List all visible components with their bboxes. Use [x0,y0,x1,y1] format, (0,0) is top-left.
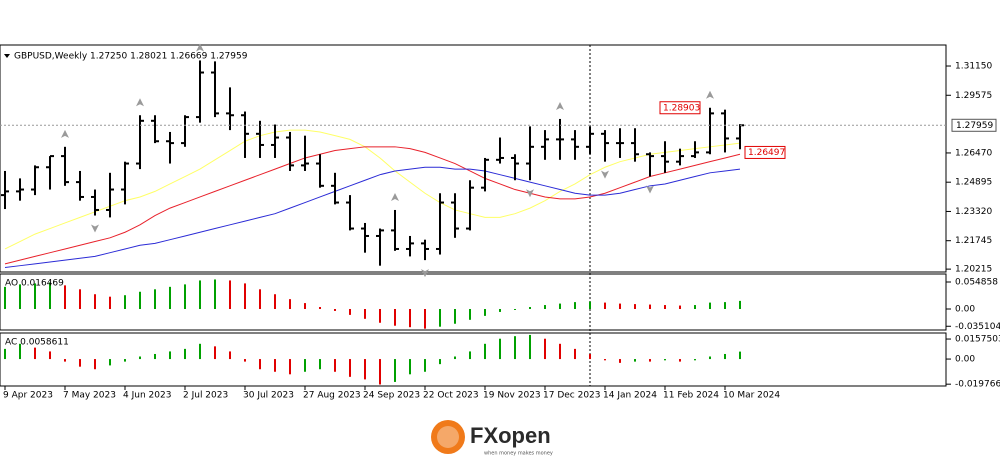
price-tag-box [659,101,701,115]
logo: FXopen when money makes money [431,420,553,457]
fractal-down [91,224,99,233]
y-tick-label: 0.00 [955,304,975,314]
logo-emblem-inner [437,426,459,448]
y-tick-label: 0.00 [955,355,975,365]
current-price-box [951,118,997,132]
y-tick-label: 1.31150 [955,62,992,72]
menu-arrow [4,54,10,58]
x-tick-label: 17 Dec 2023 [543,391,601,401]
fractal-up [61,129,69,138]
logo-emblem [431,420,465,454]
indicator-label: AC 0.0058611 [5,338,69,348]
fractal-down [601,170,609,179]
y-tick-label: 1.20215 [955,265,992,275]
x-tick-label: 10 Mar 2024 [723,391,780,401]
y-tick-label: -0.035104 [955,322,1000,332]
y-tick-label: 1.26470 [955,148,992,158]
y-tick-label: 1.23320 [955,207,992,217]
indicator-label: AO 0.016469 [5,279,64,289]
price-tag: 1.26497 [748,148,785,158]
fractal-up [556,101,564,110]
fractal-up [391,192,399,201]
x-tick-label: 9 Apr 2023 [3,391,53,401]
price-tag: 1.28903 [663,103,700,113]
x-tick-label: 24 Sep 2023 [363,391,420,401]
main-panel [0,44,947,273]
chart-title: GBPUSD,Weekly 1.27250 1.28021 1.26669 1.… [14,52,248,62]
moving-average [4,166,741,269]
x-tick-label: 14 Jan 2024 [603,391,657,401]
logo-tagline: when money makes money [484,451,553,457]
x-tick-label: 27 Aug 2023 [303,391,361,401]
x-tick-label: 30 Jul 2023 [243,391,294,401]
fractal-down [646,185,654,194]
fractal-up [196,43,204,52]
x-tick-label: 19 Nov 2023 [483,391,541,401]
moving-average [4,129,741,250]
y-tick-label: 1.24895 [955,178,992,188]
ac-panel [0,332,947,387]
fractal-down [421,269,429,278]
current-price-label: 1.27959 [956,121,993,131]
ao-panel [0,273,947,331]
x-tick-label: 7 May 2023 [63,391,116,401]
y-tick-label: 0.054858 [955,277,998,287]
y-tick-label: 1.21745 [955,236,992,246]
y-tick-label: 0.0157503 [955,335,1000,345]
x-tick-label: 22 Oct 2023 [423,391,479,401]
x-tick-label: 11 Feb 2024 [663,391,719,401]
logo-text: FXopen [470,423,551,448]
y-tick-label: -0.019766 [955,380,1000,390]
y-tick-label: 1.29575 [955,91,992,101]
price-tag-box [744,145,786,159]
fractal-up [136,98,144,107]
moving-average [4,146,741,265]
fractal-down [526,189,534,198]
x-tick-label: 4 Jun 2023 [123,391,171,401]
x-tick-label: 2 Jul 2023 [183,391,228,401]
fractal-up [706,90,714,99]
